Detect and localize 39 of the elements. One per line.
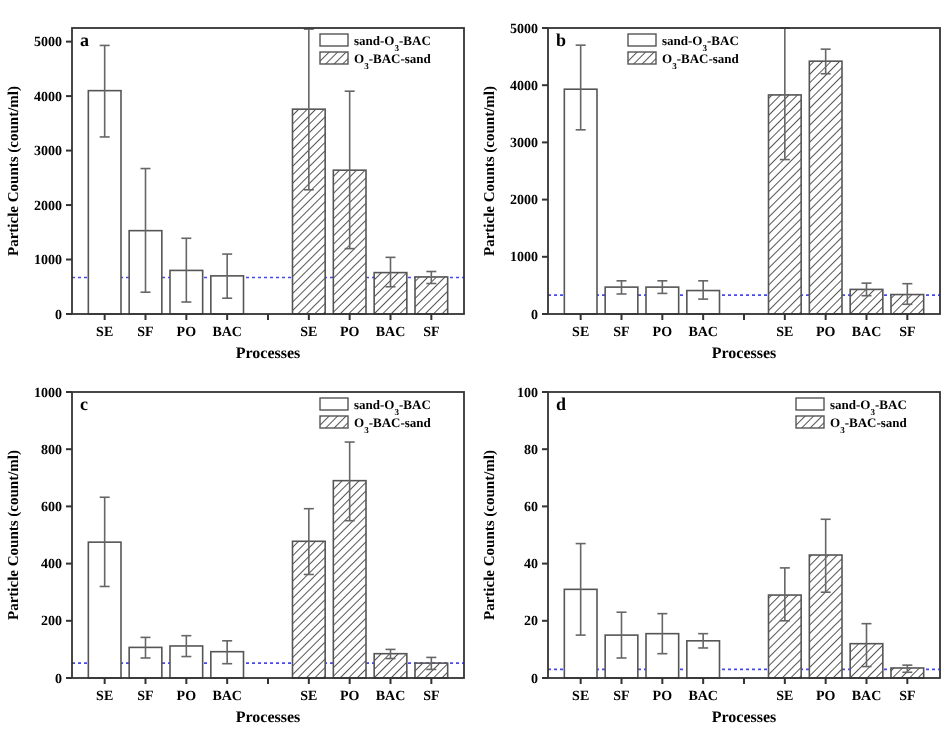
bar [128, 229, 163, 315]
bar [808, 60, 843, 315]
bar [291, 540, 326, 679]
bar [604, 286, 639, 315]
bar [210, 275, 245, 315]
bar [767, 94, 802, 315]
bar [645, 286, 680, 315]
bar [849, 642, 884, 679]
bar [808, 554, 843, 679]
bar [849, 288, 884, 315]
bar [890, 293, 925, 315]
x-axis-title: Processes [235, 708, 301, 726]
bar [373, 271, 408, 315]
bar [332, 479, 367, 679]
bar [128, 646, 163, 679]
bar [686, 640, 721, 679]
bar [767, 594, 802, 679]
annotation: d [556, 394, 567, 414]
x-axis-title: Processes [711, 708, 777, 726]
annotation: b [556, 30, 567, 50]
x-axis-title: Processes [235, 344, 301, 362]
bar [563, 588, 598, 679]
bar [563, 88, 598, 315]
bar [332, 169, 367, 315]
bar [604, 634, 639, 679]
x-axis-title: Processes [711, 344, 777, 362]
bar [414, 662, 449, 679]
annotation: a [80, 30, 90, 50]
bar [373, 652, 408, 679]
bar [169, 645, 204, 679]
bar [87, 541, 122, 679]
bar [645, 632, 680, 679]
bar [210, 650, 245, 679]
annotation: c [80, 394, 88, 414]
bar [686, 289, 721, 315]
bar [291, 108, 326, 315]
bar [87, 89, 122, 315]
bar [414, 276, 449, 315]
bar [169, 269, 204, 315]
